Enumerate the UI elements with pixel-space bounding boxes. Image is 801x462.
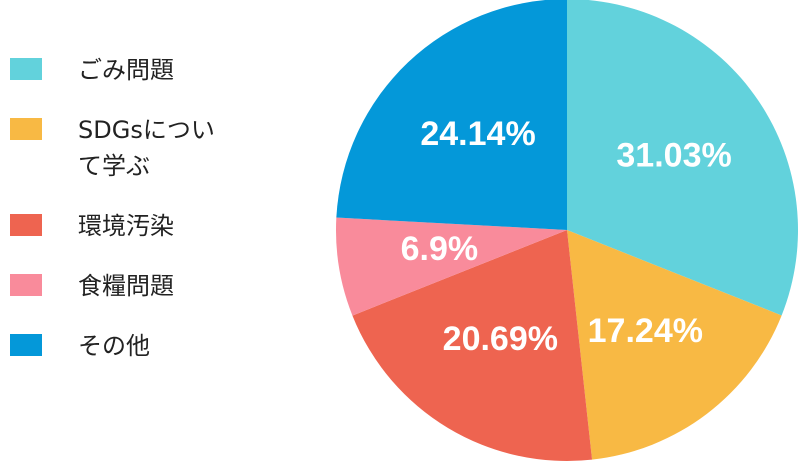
- legend: ごみ問題 SDGsについて学ぶ環境汚染食糧問題その他: [10, 52, 240, 388]
- legend-swatch: [10, 334, 42, 356]
- legend-label: 食糧問題: [78, 272, 174, 300]
- pie-slice: [336, 0, 567, 230]
- legend-swatch: [10, 118, 42, 140]
- legend-label: ごみ問題: [78, 56, 174, 84]
- legend-item: 食糧問題: [10, 268, 240, 304]
- legend-item: 環境汚染: [10, 208, 240, 244]
- value-label: 24.14%: [420, 115, 535, 153]
- value-label: 31.03%: [616, 136, 731, 174]
- pie-slice: [336, 217, 567, 316]
- legend-swatch: [10, 274, 42, 296]
- legend-label: 環境汚染: [78, 212, 174, 240]
- value-label: 17.24%: [588, 312, 703, 350]
- legend-swatch: [10, 214, 42, 236]
- pie-slice: [352, 230, 593, 461]
- legend-item: ごみ問題: [10, 52, 240, 88]
- legend-label: SDGsについて学ぶ: [78, 116, 215, 180]
- value-label: 6.9%: [401, 230, 479, 268]
- legend-label: その他: [78, 332, 150, 360]
- legend-swatch: [10, 58, 42, 80]
- value-label: 20.69%: [443, 320, 558, 358]
- legend-item: その他: [10, 328, 240, 364]
- pie-slice: [567, 0, 799, 316]
- pie-slice: [567, 230, 782, 460]
- legend-item: SDGsについて学ぶ: [10, 112, 240, 184]
